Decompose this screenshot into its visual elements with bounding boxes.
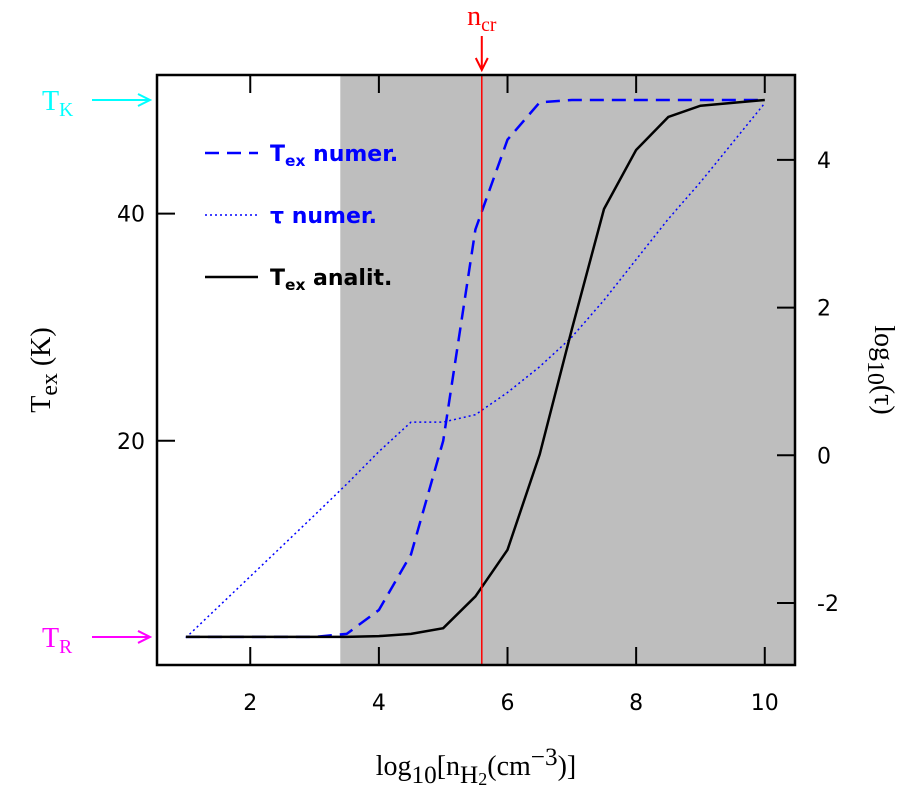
text-segment: ex: [285, 152, 305, 170]
y2-tick-label: 2: [817, 297, 831, 322]
legend-label: Tex​ numer.: [270, 142, 398, 170]
text-segment: T: [26, 396, 57, 413]
text-segment: )]: [558, 751, 577, 782]
text-segment: τ numer.: [270, 204, 377, 229]
text-segment: T: [270, 142, 285, 167]
text-segment: T: [42, 86, 59, 117]
y2-axis-label: log10​(τ): [862, 325, 899, 414]
text-segment: ex: [37, 373, 63, 396]
text-segment: (τ): [868, 385, 899, 415]
text-segment: R: [59, 637, 73, 658]
x-tick-label: 10: [751, 691, 779, 716]
x-tick-label: 4: [372, 691, 386, 716]
series-line: [185, 102, 766, 639]
text-segment: H: [460, 762, 478, 789]
marker-arrow: [92, 93, 153, 107]
text-segment: K: [59, 100, 73, 121]
y-axis-label: Tex​ (K): [26, 327, 63, 412]
text-segment: (cm: [487, 751, 531, 782]
text-segment: log: [868, 325, 899, 361]
text-segment: 2: [478, 769, 487, 789]
text-segment: n: [467, 1, 481, 32]
series-line: [185, 98, 765, 639]
marker-arrow: [92, 630, 153, 644]
legend-label: Tex​ analit.: [270, 266, 392, 294]
x-tick-label: 6: [501, 691, 515, 716]
x-axis-label: log10​[nH​2​(cm−3​)]: [376, 744, 577, 789]
plot-frame: [155, 73, 797, 667]
y2-tick-label: 0: [817, 444, 831, 469]
text-segment: analit.: [305, 266, 392, 291]
text-segment: (K): [26, 327, 57, 373]
marker-arrow: [474, 36, 489, 73]
text-segment: T: [42, 623, 59, 654]
text-segment: 10: [412, 762, 437, 789]
y2-tick-label: -2: [817, 592, 839, 617]
text-segment: −3: [531, 744, 558, 771]
y-tick-label: 20: [117, 430, 145, 455]
series-line: [185, 98, 765, 639]
text-segment: [n: [437, 751, 460, 782]
y-tick-label: 40: [117, 203, 145, 228]
x-tick-label: 2: [243, 691, 257, 716]
marker-label: ncr​: [467, 1, 497, 36]
x-tick-label: 8: [629, 691, 643, 716]
text-segment: cr: [481, 15, 497, 36]
text-segment: 10: [862, 361, 888, 385]
text-segment: log: [376, 751, 412, 782]
text-segment: numer.: [305, 142, 398, 167]
text-segment: ex: [285, 276, 305, 294]
marker-label: TK​: [42, 86, 73, 121]
legend-label: τ numer.: [270, 204, 377, 229]
marker-label: TR​: [42, 623, 73, 658]
text-segment: T: [270, 266, 285, 291]
shaded-region: [340, 75, 795, 665]
y2-tick-label: 4: [817, 149, 831, 174]
